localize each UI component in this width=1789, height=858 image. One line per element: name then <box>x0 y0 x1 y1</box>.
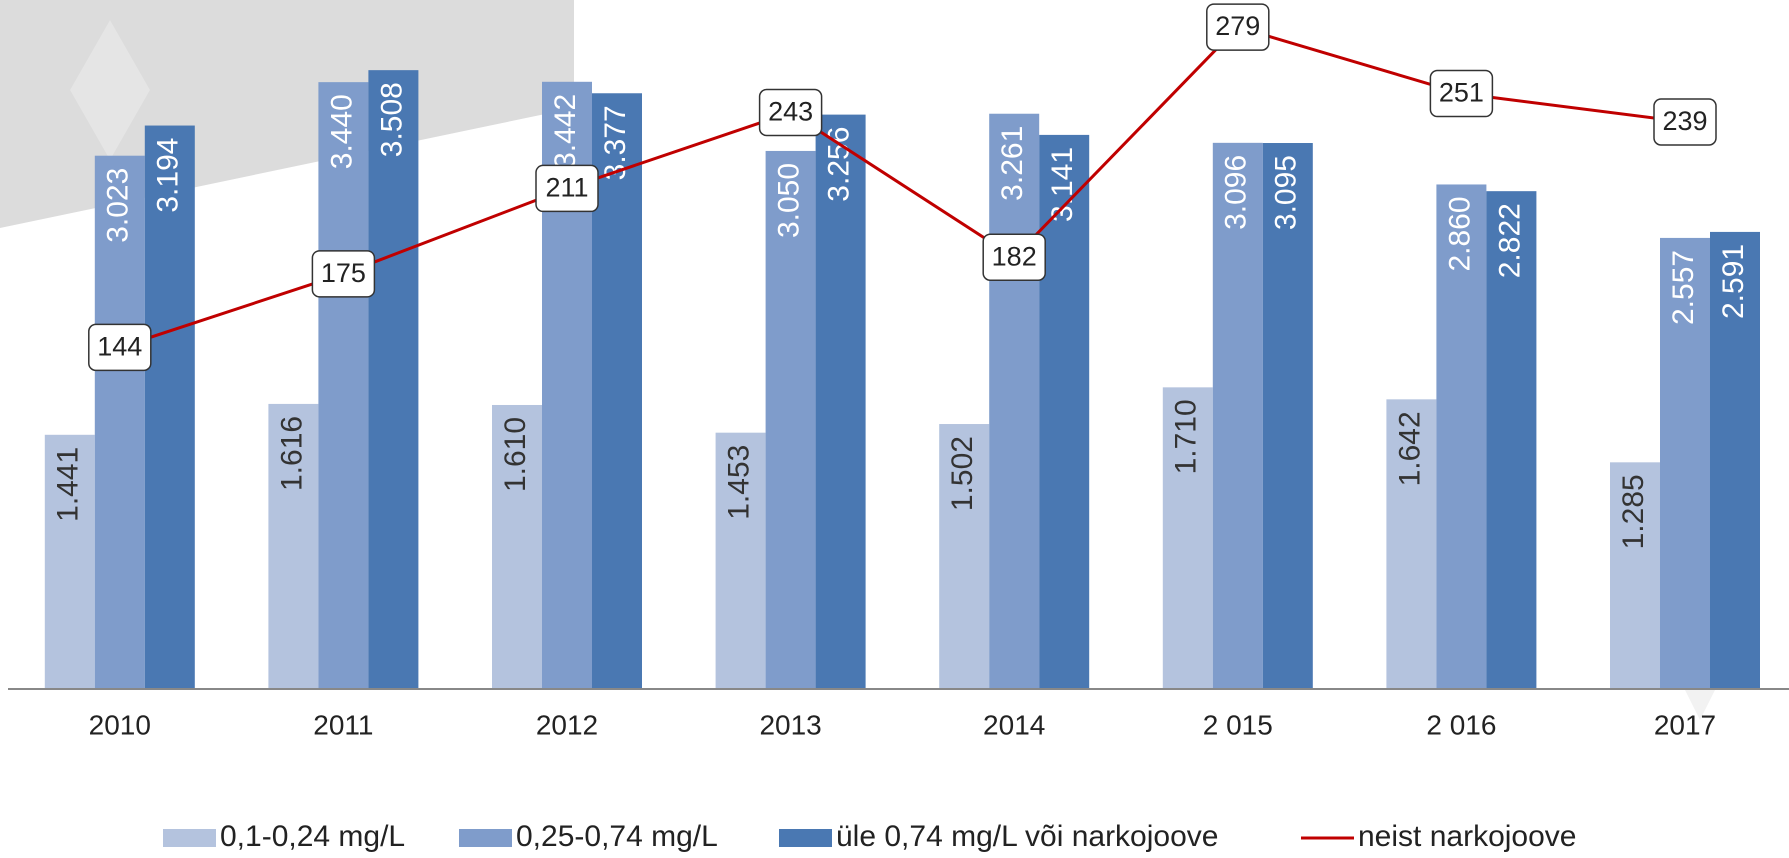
bar <box>368 70 418 689</box>
bar-value-label: 1.441 <box>52 447 85 522</box>
bar-value-label: 3.050 <box>773 163 806 238</box>
bar-value-label: 1.616 <box>275 416 308 491</box>
bar-value-label: 1.453 <box>723 445 756 520</box>
bar-value-label: 3.141 <box>1046 147 1079 222</box>
legend-swatch <box>163 829 216 847</box>
legend-label: 0,1-0,24 mg/L <box>220 820 405 853</box>
x-tick-label: 2011 <box>313 709 373 740</box>
x-tick-label: 2012 <box>536 709 598 740</box>
x-tick-label: 2013 <box>759 709 821 740</box>
line-value-label: 279 <box>1215 11 1260 41</box>
page: 1.441 1.616 1.610 1.453 1.502 1.710 1.642 1.285… <box>0 0 1789 858</box>
bar-value-label: 3.261 <box>996 126 1029 201</box>
bar-value-label: 1.610 <box>499 417 532 492</box>
line-value-label: 182 <box>992 241 1037 271</box>
bar-value-label: 1.642 <box>1393 411 1426 486</box>
legend-swatch <box>459 829 512 847</box>
bar-value-label: 3.442 <box>549 94 582 169</box>
bar <box>318 82 368 689</box>
line-value-label: 144 <box>97 331 142 361</box>
x-tick-label: 2 016 <box>1426 709 1496 740</box>
bar-value-label: 1.710 <box>1170 399 1203 474</box>
x-tick-label: 2017 <box>1654 709 1716 740</box>
line-value-label: 175 <box>321 258 366 288</box>
bar-value-label: 1.502 <box>946 436 979 511</box>
x-tick-label: 2010 <box>89 709 151 740</box>
bar-value-label: 3.440 <box>325 94 358 169</box>
legend-swatch <box>779 829 832 847</box>
line-value-label: 243 <box>768 97 813 127</box>
chart: 1.441 1.616 1.610 1.453 1.502 1.710 1.642 1.285… <box>0 0 1789 858</box>
line-value-label: 251 <box>1439 78 1484 108</box>
bar-value-label: 2.822 <box>1493 203 1526 278</box>
legend-label: 0,25-0,74 mg/L <box>516 820 718 853</box>
bar-value-label: 2.591 <box>1717 244 1750 319</box>
bar-value-label: 2.557 <box>1667 250 1700 325</box>
bar-value-label: 3.194 <box>152 138 185 213</box>
line-value-label: 211 <box>545 173 588 203</box>
bar <box>592 93 642 689</box>
legend-label: neist narkojoove <box>1358 820 1576 853</box>
bar-value-label: 3.023 <box>102 168 135 243</box>
bar-value-label: 1.285 <box>1617 474 1650 549</box>
legend-label: üle 0,74 mg/L või narkojoove <box>836 820 1218 853</box>
bar-value-label: 3.095 <box>1270 155 1303 230</box>
x-tick-label: 2 015 <box>1203 709 1273 740</box>
x-tick-label: 2014 <box>983 709 1045 740</box>
bar-value-label: 2.860 <box>1443 196 1476 271</box>
line-value-label: 239 <box>1662 106 1707 136</box>
bar-value-label: 3.096 <box>1220 155 1253 230</box>
bar-value-label: 3.508 <box>375 82 408 157</box>
